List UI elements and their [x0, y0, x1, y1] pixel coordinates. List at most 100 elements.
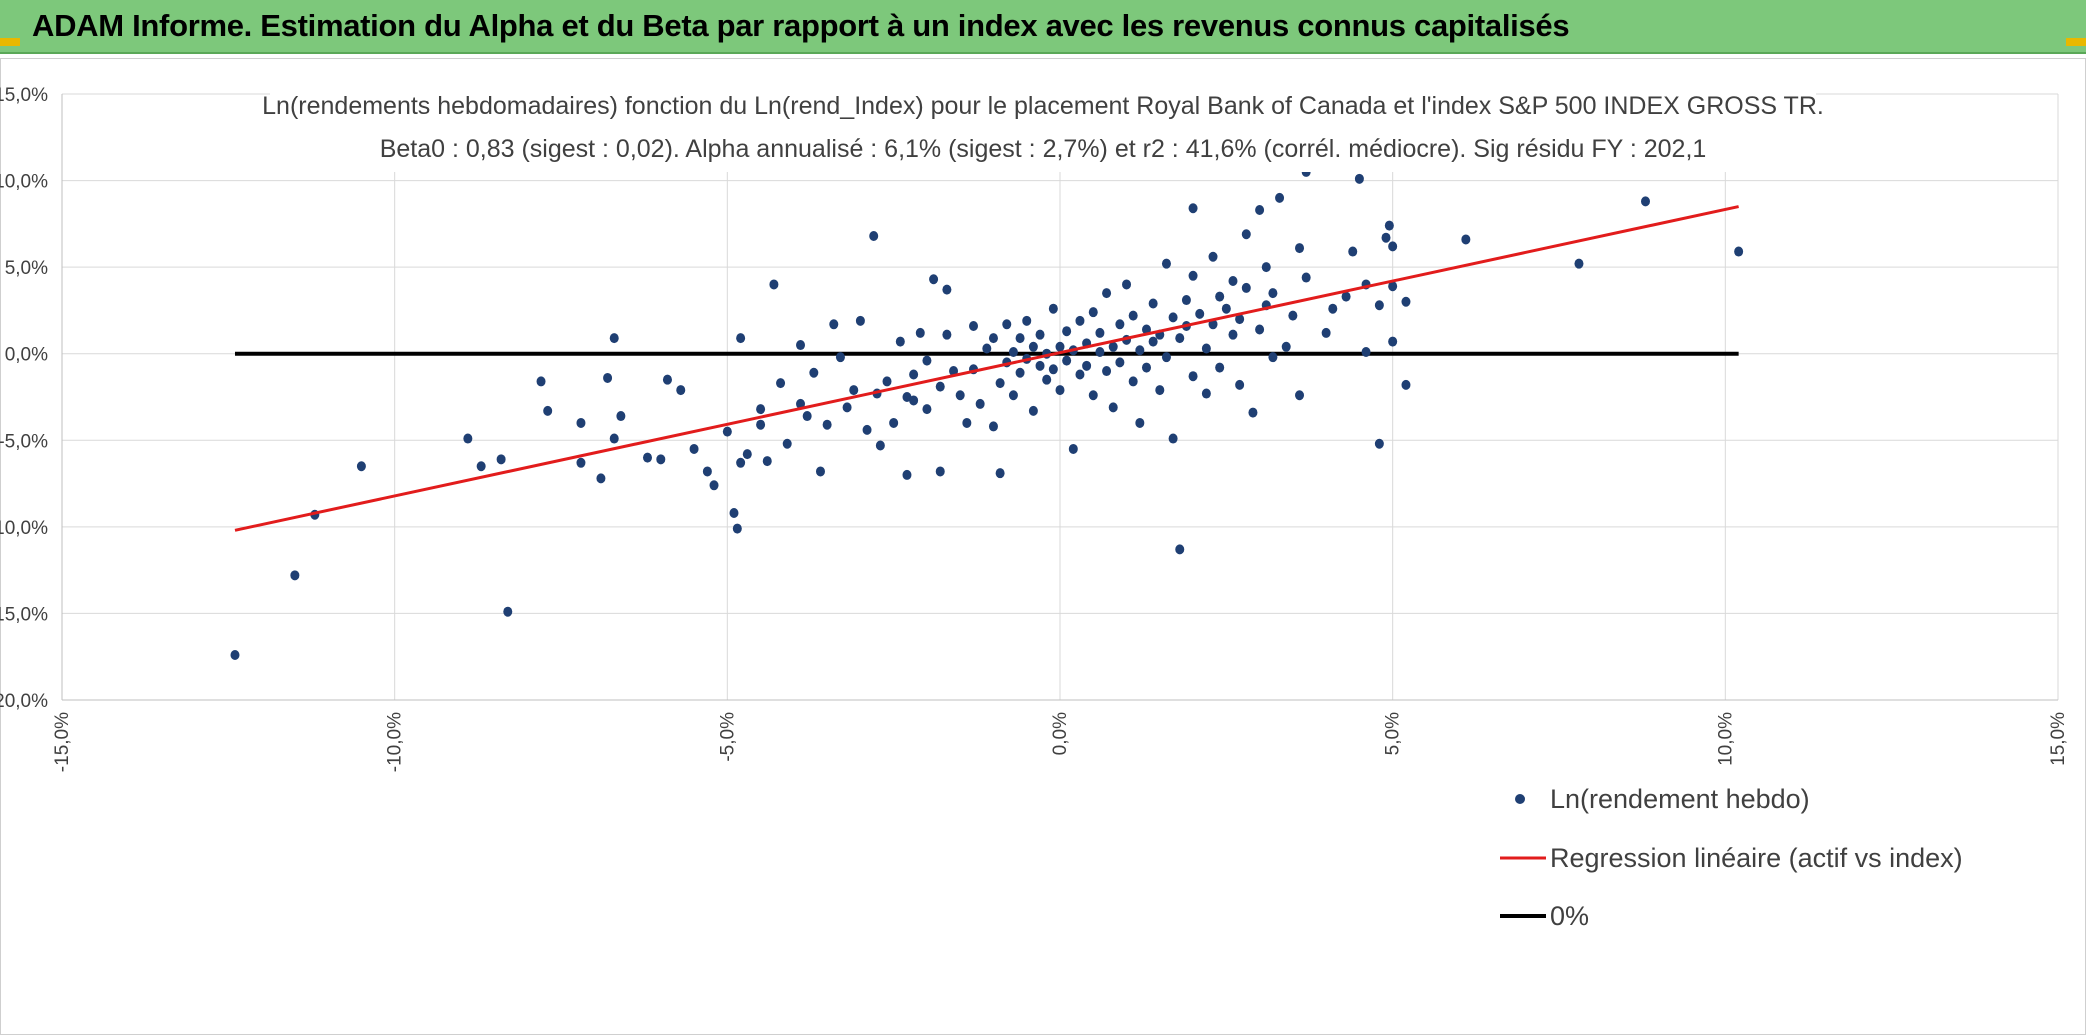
data-point — [1201, 343, 1211, 354]
data-point — [736, 333, 746, 344]
data-point — [1341, 291, 1351, 302]
data-point — [1088, 390, 1098, 401]
y-tick-labels: 15,0% 10,0% 5,0% 0,0% -5,0% -10,0% -15,0% -20,0… — [0, 85, 48, 712]
data-point — [1002, 319, 1012, 330]
data-point — [1141, 362, 1151, 373]
data-point — [942, 329, 952, 340]
data-point — [1321, 327, 1331, 338]
x-tick-label: -10,0% — [385, 712, 406, 772]
data-point — [1208, 319, 1218, 330]
data-point — [756, 404, 766, 415]
data-point — [1268, 288, 1278, 299]
data-point — [1181, 295, 1191, 306]
data-point — [975, 398, 985, 409]
grid-lines — [61, 93, 2059, 701]
regression-line — [234, 205, 1739, 532]
data-point — [1248, 407, 1258, 418]
data-point — [1095, 327, 1105, 338]
data-point — [796, 398, 806, 409]
data-point — [1022, 315, 1032, 326]
data-point — [1384, 220, 1394, 231]
y-tick-label: -5,0% — [0, 431, 48, 452]
data-point — [902, 469, 912, 480]
data-point — [702, 466, 712, 477]
data-point — [463, 433, 473, 444]
data-point — [503, 606, 513, 617]
data-point — [829, 319, 839, 330]
data-point — [1062, 355, 1072, 366]
data-point — [1295, 390, 1305, 401]
data-point — [676, 385, 686, 396]
data-point — [609, 433, 619, 444]
x-tick-label: 15,0% — [2048, 712, 2069, 766]
data-point — [1401, 296, 1411, 307]
data-point — [1574, 258, 1584, 269]
data-point — [1188, 203, 1198, 214]
data-point — [895, 336, 905, 347]
data-point — [609, 333, 619, 344]
data-point — [642, 452, 652, 463]
data-point — [1115, 319, 1125, 330]
data-point — [1122, 279, 1132, 290]
data-point — [1135, 417, 1145, 428]
data-point — [955, 390, 965, 401]
data-point — [576, 417, 586, 428]
data-point — [915, 327, 925, 338]
data-point — [942, 284, 952, 295]
data-point — [889, 417, 899, 428]
data-point — [662, 374, 672, 385]
data-point — [1102, 366, 1112, 377]
data-point — [929, 274, 939, 285]
data-point — [796, 340, 806, 351]
data-point — [1102, 288, 1112, 299]
x-tick-label: -15,0% — [52, 712, 73, 772]
data-point — [1268, 352, 1278, 363]
x-tick-label: 10,0% — [1715, 712, 1736, 766]
y-tick-label: -15,0% — [0, 604, 48, 625]
data-point — [969, 321, 979, 332]
data-point — [1215, 291, 1225, 302]
data-point — [1135, 345, 1145, 356]
data-point — [1088, 307, 1098, 318]
data-point — [1388, 281, 1398, 292]
data-point — [922, 404, 932, 415]
data-point — [776, 378, 786, 389]
data-point — [1301, 272, 1311, 283]
report-title: ADAM Informe. Estimation du Alpha et du … — [32, 8, 1570, 43]
data-point — [1161, 258, 1171, 269]
data-point — [1288, 310, 1298, 321]
data-point — [1148, 336, 1158, 347]
data-point — [1062, 326, 1072, 337]
data-point — [769, 279, 779, 290]
legend-label-points: Ln(rendement hebdo) — [1550, 784, 1810, 814]
data-point — [1195, 308, 1205, 319]
data-point — [709, 480, 719, 491]
data-point — [1348, 246, 1358, 257]
y-tick-label: 5,0% — [5, 258, 48, 279]
title-background — [270, 88, 1816, 172]
data-point — [1374, 438, 1384, 449]
data-point — [962, 417, 972, 428]
data-point — [1008, 346, 1018, 357]
data-point — [875, 440, 885, 451]
data-point — [869, 230, 879, 241]
axes — [61, 94, 2058, 701]
data-point — [862, 424, 872, 435]
data-point — [835, 352, 845, 363]
data-point — [849, 385, 859, 396]
y-tick-label: 10,0% — [0, 172, 48, 193]
data-point — [1161, 352, 1171, 363]
data-point — [1082, 360, 1092, 371]
data-point — [1175, 544, 1185, 555]
data-point — [1155, 385, 1165, 396]
x-tick-label: 0,0% — [1050, 712, 1071, 755]
data-point — [935, 381, 945, 392]
data-point — [1075, 369, 1085, 380]
data-point — [882, 376, 892, 387]
data-point — [855, 315, 865, 326]
data-point — [1275, 192, 1285, 203]
data-point — [1201, 388, 1211, 399]
data-point — [1255, 205, 1265, 216]
data-point — [1042, 374, 1052, 385]
data-point — [949, 366, 959, 377]
